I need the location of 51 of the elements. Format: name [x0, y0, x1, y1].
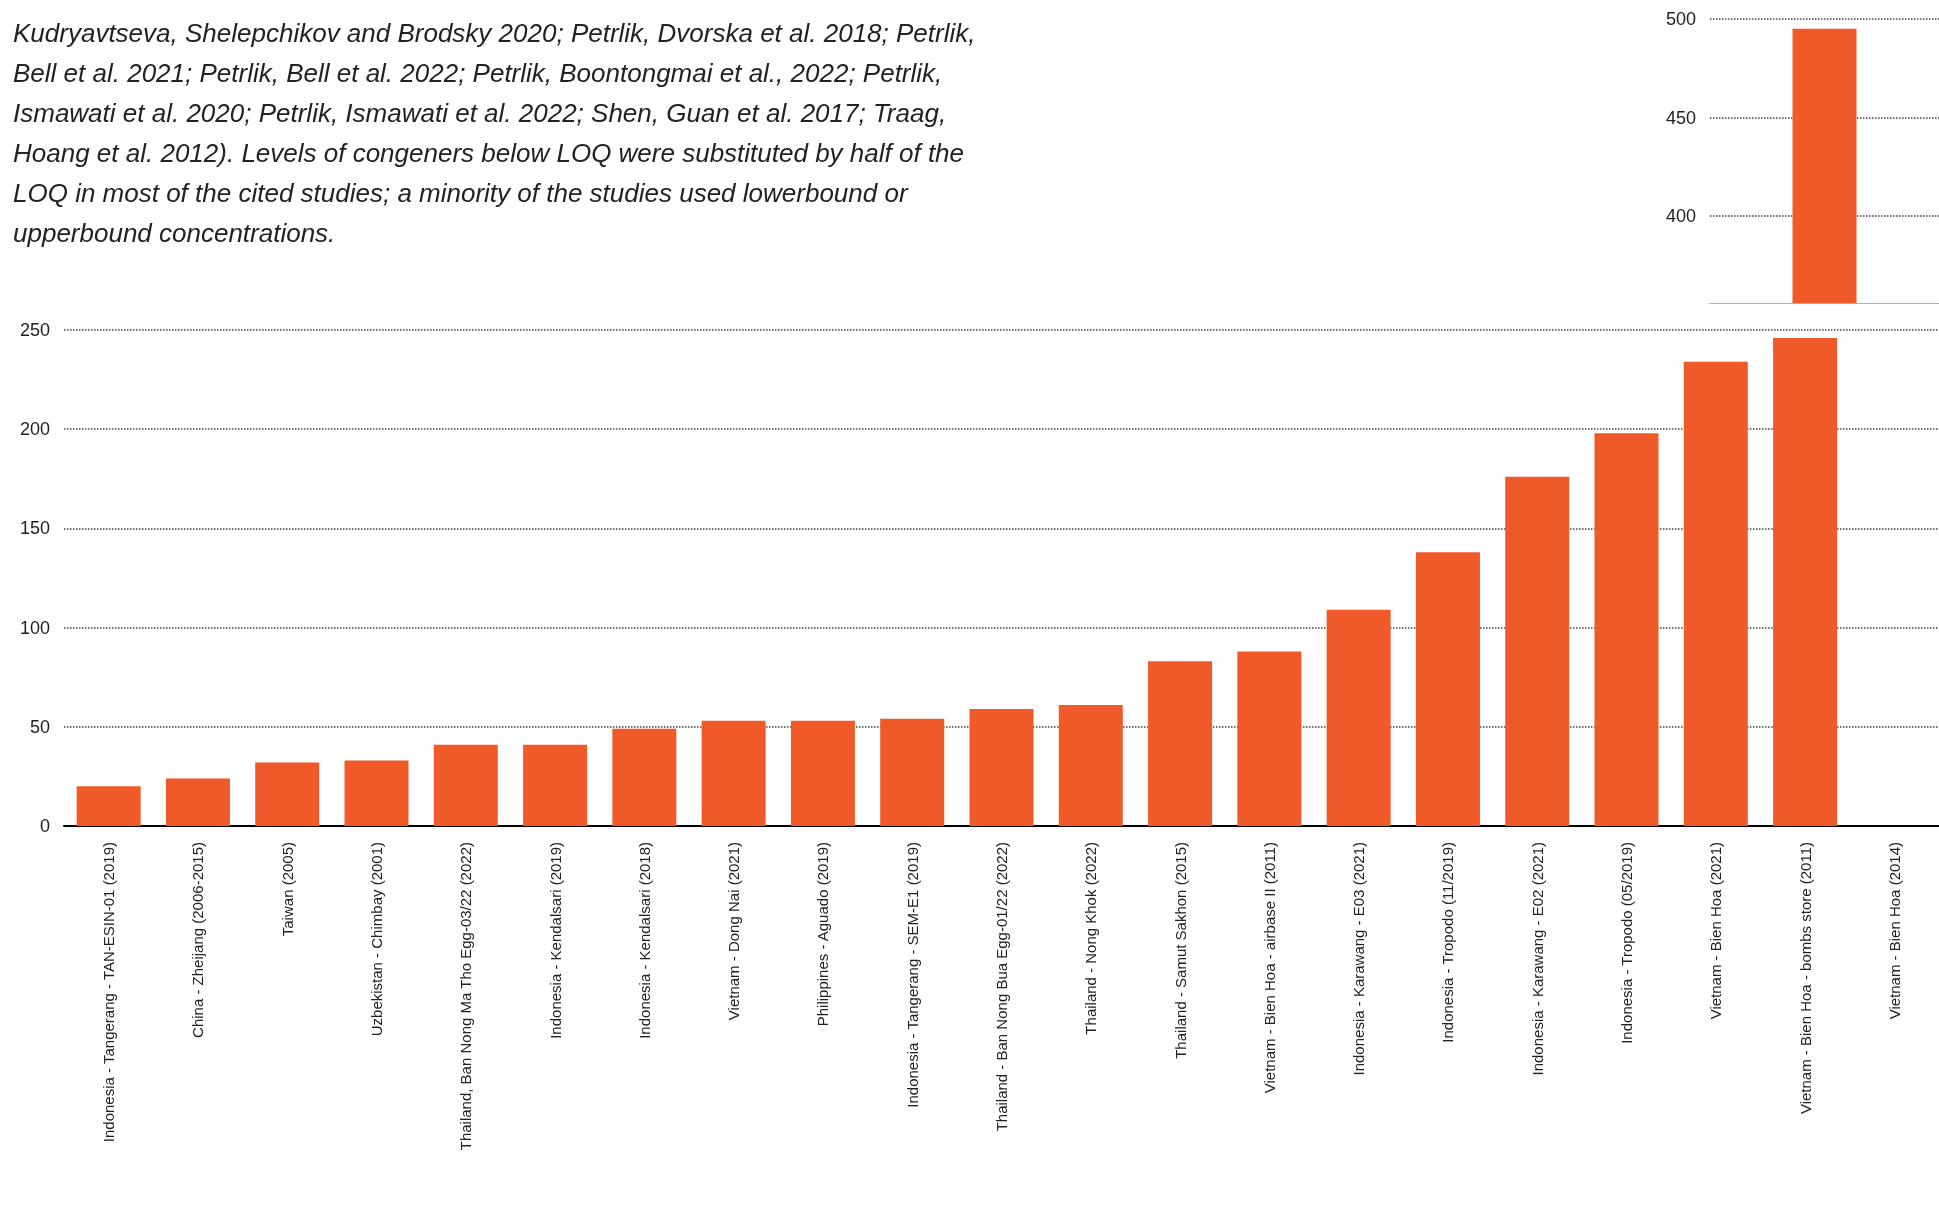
- x-tick-label: Thailand, Ban Nong Ma Tho Egg-03/22 (2022): [457, 842, 475, 1151]
- bar: [1326, 609, 1391, 826]
- x-tick-label: Indonesia - Tropodo (11/2019): [1439, 842, 1457, 1043]
- x-tick-label: Vietnam - Bien Hoa (2014): [1885, 842, 1903, 1020]
- x-tick-label: Vietnam - Bien Hoa - bombs store (2011): [1796, 842, 1814, 1115]
- x-tick-label: Indonesia - Tangerang - TAN-ESIN-01 (2019): [100, 842, 118, 1143]
- bar: [612, 728, 677, 826]
- bar: [255, 762, 320, 826]
- bar: [1058, 704, 1123, 826]
- x-tick-label: Thailand - Ban Nong Bua Egg-01/22 (2022): [993, 842, 1010, 1132]
- x-tick-label: China - Zheijang (2006-2015): [189, 842, 207, 1038]
- x-tick-label: Indonesia - Kendalsari (2018): [635, 842, 653, 1039]
- y-tick-label: 200: [19, 419, 50, 440]
- y-tick-label: 400: [1665, 206, 1696, 227]
- y-tick-label: 50: [29, 716, 50, 737]
- x-tick-label: Vietnam - Dong Nai (2021): [725, 842, 743, 1021]
- bar: [1148, 661, 1213, 826]
- y-tick-label: 100: [19, 617, 50, 638]
- x-tick-label: Indonesia - Karawang - E02 (2021): [1528, 842, 1546, 1076]
- bar: [701, 720, 766, 826]
- bar: [969, 708, 1034, 826]
- bar: [76, 786, 141, 826]
- x-tick-label: Thailand - Samut Sakhon (2015): [1171, 842, 1189, 1059]
- bar: [1773, 337, 1838, 826]
- y-tick-label: 150: [19, 518, 50, 539]
- bar: [165, 778, 230, 826]
- x-tick-label: Indonesia - Tropodo (05/2019): [1618, 842, 1635, 1044]
- y-tick-label: 0: [39, 816, 50, 836]
- x-tick-label: Uzbekistan - Chimbay (2001): [368, 842, 385, 1037]
- bar: [433, 744, 498, 826]
- bar: [523, 744, 588, 826]
- x-tick-label: Indonesia - Kendalsari (2019): [546, 842, 564, 1039]
- bar: [1594, 433, 1659, 826]
- bar: [790, 720, 855, 826]
- x-tick-label: Vietnam - Bien Hoa (2021): [1707, 842, 1725, 1020]
- bar: [880, 718, 945, 826]
- x-tick-label: Indonesia - Tangerang - SEM-E1 (2019): [903, 842, 921, 1108]
- x-tick-label: Vietnam - Bien Hoa - airbase II (2011): [1260, 842, 1278, 1094]
- x-tick-label: Philippines - Aguado (2019): [814, 842, 832, 1027]
- x-tick-label: Thailand - Nong Khok (2022): [1082, 842, 1100, 1035]
- y-tick-label: 250: [19, 320, 50, 340]
- text: Kudryavtseva, Shelepchikov and Brodsky 2020; Petrlik, Dvorska et al. 2018; Petrlik, Bell et al. 2021; Petrlik, Bell et al. 2022; Petrlik, Boontongmai et al., 2022; Petrlik, Ismawati et al. 2020; Petrlik, Ismawati et al. 2022; Shen, Guan et al. 2017; Traag, Hoang et al. 2012). Levels of congeners below LOQ were substituted by half of the LOQ in most of the cited studies; a minority of the studies used lowerbound or upperbound concentrations.: [13, 18, 983, 248]
- bar: [1415, 552, 1480, 826]
- bar: [1505, 476, 1570, 826]
- bar: [1683, 361, 1748, 826]
- y-tick-label: 450: [1665, 107, 1696, 128]
- x-tick-label: Taiwan (2005): [278, 842, 296, 937]
- bar: [1237, 651, 1302, 826]
- x-tick-label: Indonesia - Karawang - E03 (2021): [1350, 842, 1368, 1076]
- bar: [344, 760, 409, 826]
- y-tick-label: 500: [1665, 9, 1696, 29]
